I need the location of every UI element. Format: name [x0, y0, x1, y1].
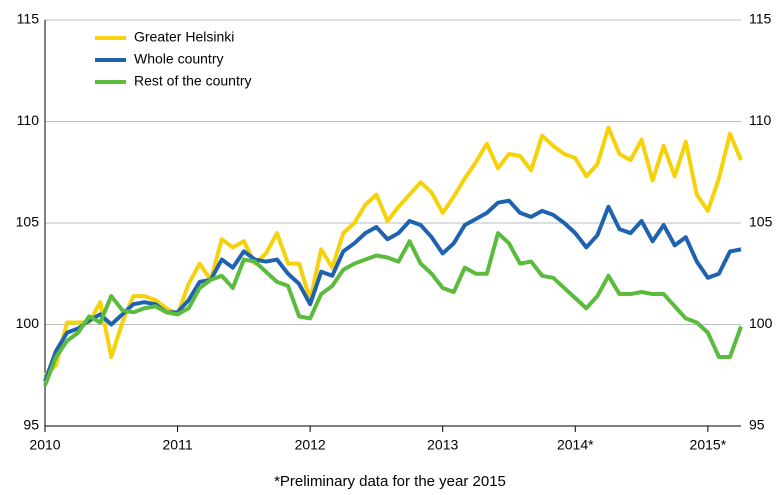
y-tick-label: 105	[16, 214, 40, 230]
y2-tick-label: 95	[749, 417, 765, 433]
y-tick-label: 95	[23, 417, 39, 433]
footnote: *Preliminary data for the year 2015	[274, 473, 506, 490]
x-tick-label: 2013	[427, 437, 458, 453]
y-tick-label: 110	[17, 112, 40, 128]
legend-label: Whole country	[134, 51, 223, 67]
series-line	[43, 125, 743, 377]
y2-tick-label: 110	[749, 112, 772, 128]
x-tick-label: 2015*	[690, 437, 727, 453]
series-line	[43, 231, 743, 387]
y2-tick-label: 115	[749, 11, 772, 27]
legend-label: Greater Helsinki	[134, 29, 234, 45]
y-tick-label: 100	[16, 315, 40, 331]
y2-tick-label: 100	[749, 315, 773, 331]
x-tick-label: 2011	[163, 437, 193, 453]
x-tick-label: 2010	[29, 437, 60, 453]
y-tick-label: 115	[17, 11, 40, 27]
x-tick-label: 2014*	[557, 437, 594, 453]
y2-tick-label: 105	[749, 214, 773, 230]
legend-label: Rest of the country	[134, 73, 252, 89]
x-tick-label: 2012	[295, 437, 326, 453]
